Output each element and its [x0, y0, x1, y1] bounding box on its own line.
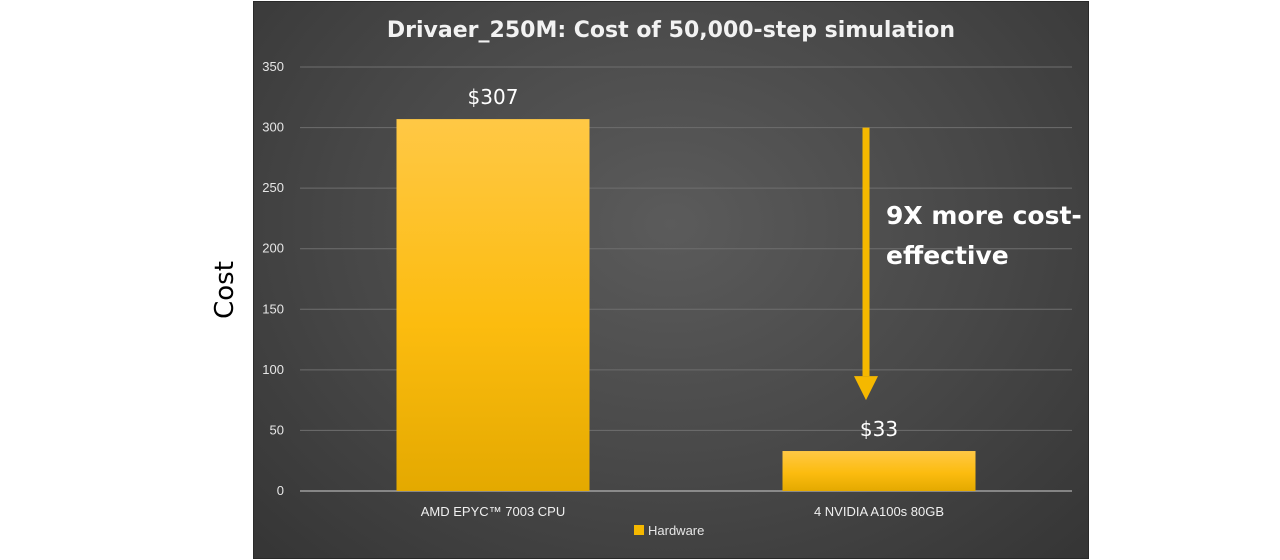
data-label: $33 [860, 417, 898, 441]
chart-title: Drivaer_250M: Cost of 50,000-step simula… [387, 18, 955, 43]
y-tick-label: 350 [262, 59, 284, 74]
y-tick-label: 0 [277, 483, 284, 498]
x-axis-categories: AMD EPYC™ 7003 CPU 4 NVIDIA A100s 80GB [421, 504, 944, 519]
annotation-text: effective [886, 241, 1009, 270]
y-tick-label: 100 [262, 362, 284, 377]
y-tick-label: 250 [262, 180, 284, 195]
y-tick-label: 150 [262, 301, 284, 316]
legend-swatch [634, 525, 644, 535]
x-category-label: 4 NVIDIA A100s 80GB [814, 504, 944, 519]
y-tick-label: 200 [262, 241, 284, 256]
bar-chart: Drivaer_250M: Cost of 50,000-step simula… [262, 18, 1082, 538]
legend: Hardware [634, 523, 704, 538]
y-axis-ticks: 0 50 100 150 200 250 300 350 [262, 59, 284, 498]
x-category-label: AMD EPYC™ 7003 CPU [421, 504, 566, 519]
bars: $307 $33 [396, 85, 976, 491]
data-label: $307 [468, 85, 519, 109]
bar [396, 119, 590, 491]
chart-panel: Drivaer_250M: Cost of 50,000-step simula… [253, 1, 1089, 559]
y-tick-label: 300 [262, 120, 284, 135]
annotation-text: 9X more cost- [886, 201, 1082, 230]
y-tick-label: 50 [270, 422, 284, 437]
legend-label: Hardware [648, 523, 704, 538]
annotation: 9X more cost-effective [854, 127, 1082, 401]
y-axis-label: Cost [210, 261, 240, 319]
annotation-arrow-head [854, 376, 878, 401]
bar [782, 451, 976, 491]
